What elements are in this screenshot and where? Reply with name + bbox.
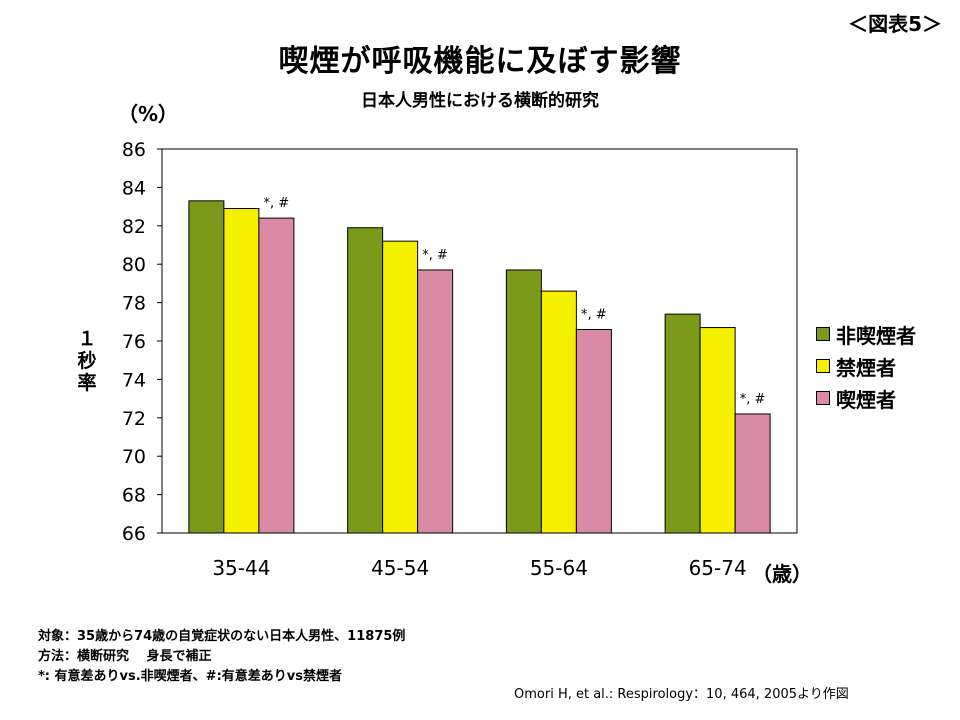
x-tick-label: 55-64 — [530, 556, 588, 580]
significance-annotation: *, # — [581, 307, 607, 322]
study-notes: 対象：35歳から74歳の自覚症状のない日本人男性、11875例 方法：横断研究 … — [38, 627, 405, 687]
legend-label: 喫煙者 — [836, 387, 896, 412]
significance-annotation: *, # — [264, 196, 290, 211]
bar — [699, 327, 736, 534]
x-tick-label: 45-54 — [371, 556, 429, 580]
bar — [188, 200, 225, 534]
note-line: *: 有意差ありvs.非喫煙者、#:有意差ありvs禁煙者 — [38, 669, 342, 684]
y-axis-label-char: 率 — [77, 372, 97, 394]
bar — [258, 217, 295, 534]
y-tick-label: 70 — [122, 446, 146, 468]
figure-label: ＜図表5＞ — [848, 12, 942, 36]
bar — [417, 269, 454, 534]
citation: Omori H, et al.: Respirology：10, 464, 20… — [514, 687, 849, 702]
chart-subtitle: 日本人男性における横断的研究 — [361, 91, 599, 111]
bar — [664, 313, 701, 534]
legend-label: 禁煙者 — [836, 355, 896, 380]
y-axis-label-char: １ — [77, 328, 97, 350]
y-tick-label: 86 — [122, 139, 146, 161]
bar — [575, 328, 612, 534]
y-axis-label: １ 秒 率 — [72, 328, 102, 394]
y-tick-label: 68 — [122, 485, 146, 507]
x-tick-label: 65-74 — [689, 556, 747, 580]
y-tick-label: 66 — [122, 523, 146, 545]
legend-swatch — [816, 327, 830, 341]
bar — [540, 290, 577, 534]
y-axis-unit: （%） — [118, 102, 179, 126]
legend-swatch — [816, 391, 830, 405]
y-tick-label: 80 — [122, 254, 146, 276]
y-tick-label: 76 — [122, 331, 146, 353]
bar — [347, 227, 384, 534]
y-tick-label: 72 — [122, 408, 146, 430]
x-axis-unit: （歳） — [752, 562, 812, 586]
y-tick-label: 78 — [122, 293, 146, 315]
y-axis-label-char: 秒 — [77, 350, 97, 372]
bar — [382, 240, 419, 534]
y-tick-label: 74 — [122, 369, 146, 391]
legend-item: 喫煙者 — [816, 382, 916, 414]
x-tick-label: 35-44 — [212, 556, 270, 580]
bar — [223, 208, 260, 534]
chart-title: 喫煙が呼吸機能に及ぼす影響 — [278, 44, 682, 79]
y-tick-label: 82 — [122, 216, 146, 238]
bar — [505, 269, 542, 534]
significance-annotation: *, # — [740, 392, 766, 407]
legend-item: 禁煙者 — [816, 350, 916, 382]
bar — [734, 413, 771, 534]
y-tick-label: 84 — [122, 177, 146, 199]
significance-annotation: *, # — [422, 248, 448, 263]
legend-item: 非喫煙者 — [816, 318, 916, 350]
note-line: 対象：35歳から74歳の自覚症状のない日本人男性、11875例 — [38, 629, 406, 644]
legend: 非喫煙者 禁煙者 喫煙者 — [816, 318, 916, 414]
note-line: 方法：横断研究 身長で補正 — [38, 649, 212, 664]
legend-swatch — [816, 359, 830, 373]
legend-label: 非喫煙者 — [836, 323, 916, 348]
